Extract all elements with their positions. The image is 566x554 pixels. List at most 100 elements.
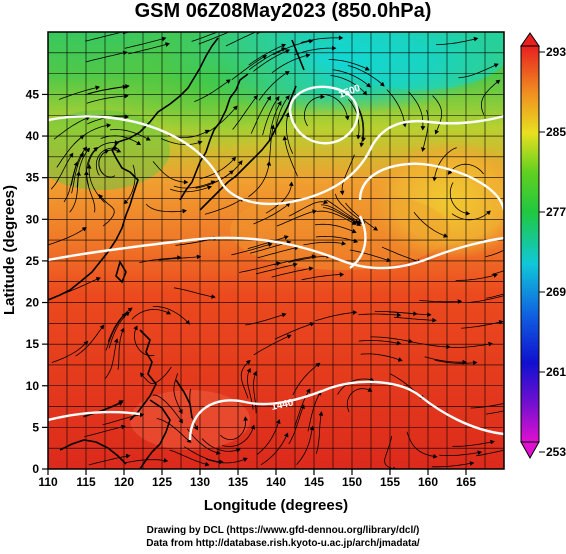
streamline bbox=[139, 257, 181, 263]
streamline bbox=[128, 43, 170, 55]
streamline bbox=[152, 394, 183, 424]
coastlines bbox=[48, 37, 305, 469]
streamline bbox=[419, 300, 462, 303]
streamline bbox=[50, 153, 74, 190]
streamline bbox=[300, 37, 343, 43]
streamline-arrowhead bbox=[125, 453, 131, 459]
streamline-arrowhead bbox=[380, 81, 385, 87]
streamline-arrowhead bbox=[207, 185, 212, 190]
y-axis-label: Latitude (degrees) bbox=[1, 185, 18, 315]
y-tick-label: 30 bbox=[26, 212, 40, 226]
streamline bbox=[461, 321, 503, 329]
y-tick-label: 40 bbox=[26, 129, 40, 143]
credits-drawing: Drawing by DCL (https://www.gfd-dennou.o… bbox=[146, 525, 420, 536]
streamline-arrowhead bbox=[320, 94, 326, 100]
streamline-arrowhead bbox=[84, 170, 89, 176]
streamline bbox=[276, 210, 317, 227]
streamline bbox=[274, 322, 314, 340]
x-tick-label: 125 bbox=[152, 475, 172, 489]
colorbar-max-arrow bbox=[520, 32, 540, 47]
streamline bbox=[240, 360, 251, 399]
streamline bbox=[307, 391, 322, 432]
streamline bbox=[98, 150, 116, 178]
streamline bbox=[194, 79, 231, 102]
x-tick-label: 120 bbox=[114, 475, 134, 489]
streamline-arrowhead bbox=[306, 388, 311, 394]
streamline-arrowhead bbox=[95, 277, 101, 282]
streamline bbox=[232, 95, 258, 130]
streamline bbox=[449, 182, 470, 215]
x-tick-label: 135 bbox=[228, 475, 248, 489]
streamline-arrowhead bbox=[243, 457, 248, 462]
streamline-arrowhead bbox=[323, 199, 329, 205]
streamline-arrowhead bbox=[267, 242, 273, 247]
streamline bbox=[356, 105, 364, 147]
streamline bbox=[434, 359, 477, 364]
streamline-arrowhead bbox=[139, 412, 145, 418]
streamline-arrowhead bbox=[160, 21, 164, 25]
streamline-arrowhead bbox=[341, 241, 347, 246]
streamline-arrowhead bbox=[486, 210, 491, 215]
streamline-arrowhead bbox=[362, 90, 368, 96]
colorbar: 293 285 277 269 261 253 bbox=[520, 32, 566, 460]
streamline-arrowhead bbox=[270, 124, 275, 130]
streamline bbox=[332, 69, 371, 88]
streamline-arrowhead bbox=[508, 401, 512, 405]
streamline bbox=[48, 227, 87, 246]
streamline-arrowhead bbox=[104, 149, 110, 154]
colorbar-tick-label: 285 bbox=[546, 125, 566, 139]
streamline-arrowhead bbox=[493, 63, 499, 68]
streamline-arrowhead bbox=[364, 66, 370, 71]
streamline bbox=[85, 86, 127, 96]
streamline bbox=[86, 95, 129, 104]
streamline-arrowhead bbox=[339, 190, 345, 196]
streamline bbox=[381, 246, 422, 263]
streamline bbox=[424, 356, 467, 363]
streamline bbox=[486, 293, 504, 299]
streamline-arrowhead bbox=[281, 312, 287, 318]
streamline bbox=[85, 51, 127, 63]
streamline bbox=[268, 101, 282, 142]
colorbar-min-arrow bbox=[520, 441, 540, 460]
streamline bbox=[84, 425, 126, 438]
y-tick-label: 10 bbox=[26, 379, 40, 393]
streamline bbox=[239, 262, 281, 273]
streamline-arrowhead bbox=[447, 170, 453, 175]
streamline-arrowhead bbox=[432, 317, 437, 323]
streamline bbox=[107, 307, 133, 342]
streamline bbox=[70, 146, 88, 186]
colorbar-tick-label: 253 bbox=[546, 445, 566, 459]
streamline bbox=[100, 135, 141, 146]
streamline-arrowhead bbox=[252, 370, 258, 376]
streamline-arrowhead bbox=[161, 36, 167, 42]
streamline-arrowhead bbox=[182, 208, 187, 214]
streamline-arrowhead bbox=[490, 439, 495, 445]
streamline bbox=[316, 210, 357, 225]
y-tick-label: 20 bbox=[26, 296, 40, 310]
streamline bbox=[319, 93, 349, 120]
streamline-arrowhead bbox=[473, 36, 479, 42]
x-tick-label: 115 bbox=[76, 475, 96, 489]
geopotential-contours bbox=[48, 85, 504, 441]
streamline-arrowhead bbox=[116, 148, 122, 153]
x-tick-label: 140 bbox=[266, 475, 286, 489]
streamline bbox=[248, 47, 286, 71]
streamline bbox=[374, 310, 417, 315]
streamline bbox=[86, 171, 96, 213]
streamline-arrowhead bbox=[178, 409, 183, 415]
streamline bbox=[436, 37, 478, 46]
streamline-arrowhead bbox=[338, 35, 344, 41]
streamline bbox=[231, 55, 267, 81]
streamline-arrowhead bbox=[293, 19, 297, 23]
streamline-arrowhead bbox=[505, 293, 509, 297]
streamline bbox=[358, 313, 401, 316]
streamline-arrowhead bbox=[211, 294, 216, 299]
streamline bbox=[170, 186, 212, 193]
streamline-arrowhead bbox=[308, 39, 314, 44]
streamline bbox=[408, 91, 424, 130]
streamline bbox=[248, 44, 286, 66]
y-tick-label: 15 bbox=[26, 337, 40, 351]
streamline-arrowhead bbox=[165, 42, 170, 47]
streamline bbox=[104, 338, 118, 379]
